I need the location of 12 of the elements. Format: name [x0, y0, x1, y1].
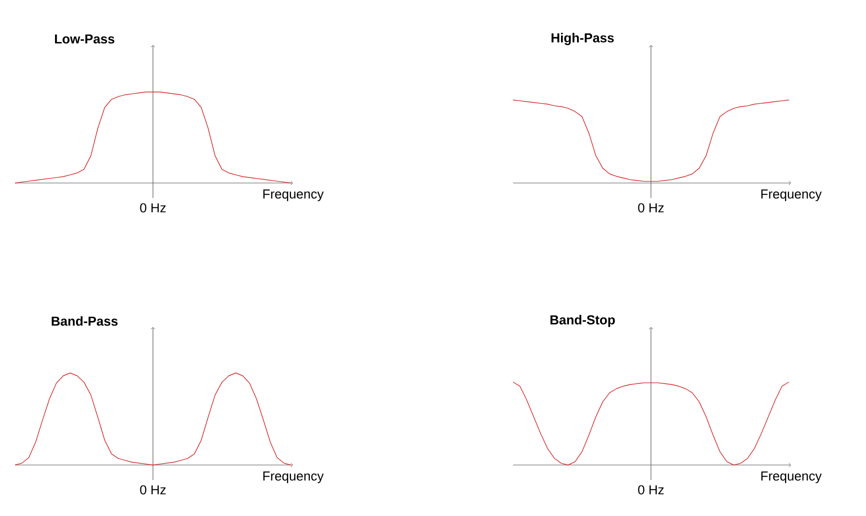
text: 0 Hz: [638, 485, 664, 494]
chart-title: Band-Stop: [550, 314, 615, 328]
chart-title: High-Pass: [552, 32, 614, 46]
x-axis-title: Frequency: [761, 472, 822, 484]
text: 0 Hz: [638, 203, 664, 212]
chart-title: Band-Pass: [52, 316, 118, 326]
x-axis-title: Frequency: [761, 190, 822, 202]
text: 0 Hz: [140, 485, 166, 494]
text: 0 Hz: [140, 203, 166, 212]
x-axis-title: Frequency: [263, 472, 324, 484]
chart-title: Low-Pass: [55, 34, 114, 44]
x-axis-title: Frequency: [263, 190, 324, 202]
